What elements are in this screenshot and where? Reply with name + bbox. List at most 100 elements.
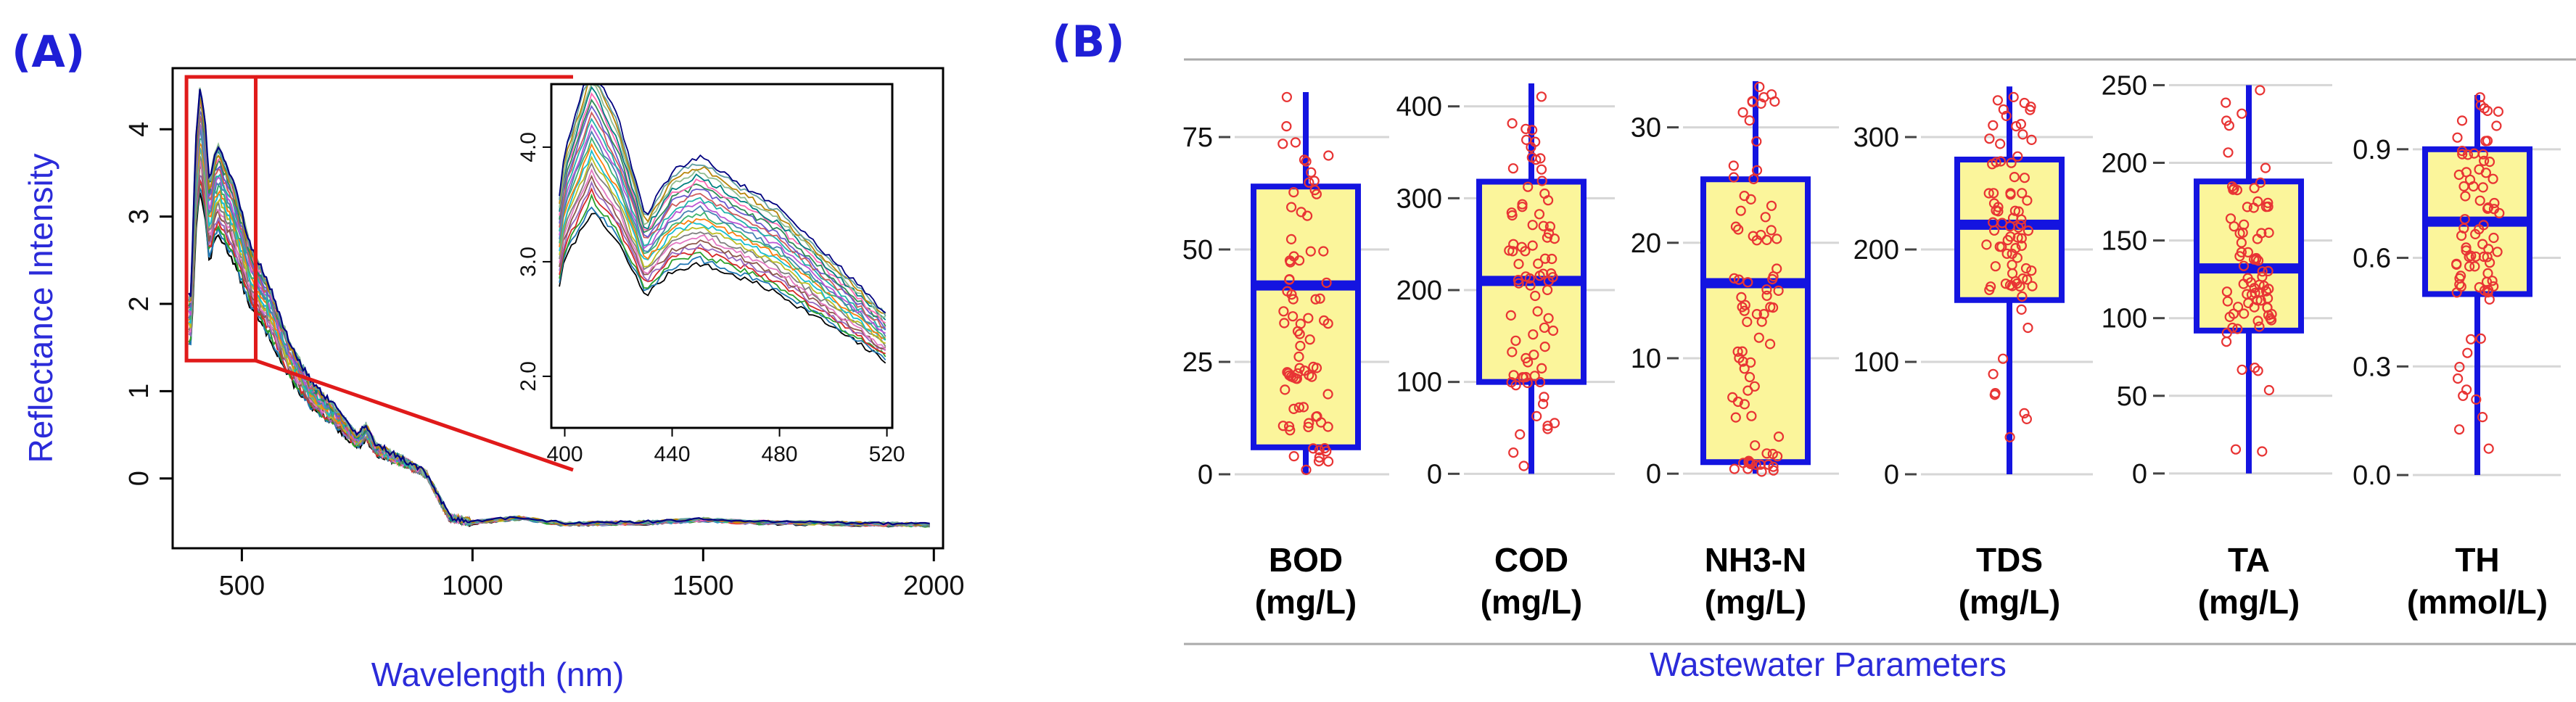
data-point xyxy=(1293,351,1304,362)
data-point xyxy=(1988,198,2000,209)
data-point xyxy=(1995,139,2006,149)
data-point xyxy=(2477,239,2488,249)
boxplot-ta: 0 50 100 150 200 250 TA (mg/L) xyxy=(2102,70,2332,621)
data-point xyxy=(1981,239,1992,250)
data-point xyxy=(1323,150,1334,161)
data-point xyxy=(2012,232,2023,243)
data-point xyxy=(2242,247,2253,257)
y-tick-label: 0.3 xyxy=(2353,352,2391,382)
data-point xyxy=(2016,240,2027,251)
y-tick-label: 1 xyxy=(124,384,155,399)
data-point xyxy=(2005,188,2016,199)
data-point xyxy=(2000,278,2011,289)
data-point xyxy=(1998,104,2009,115)
inset-spectrum-line xyxy=(559,111,886,329)
inset-spectrum-line xyxy=(559,83,886,317)
data-point xyxy=(1733,274,1745,285)
data-point xyxy=(2263,384,2274,396)
data-point xyxy=(1536,164,1547,175)
data-point xyxy=(1756,466,1767,477)
data-point xyxy=(1309,185,1320,196)
data-point xyxy=(2252,234,2263,244)
data-point xyxy=(2249,254,2260,265)
data-point xyxy=(1301,156,1312,167)
data-point xyxy=(2456,271,2466,281)
data-point xyxy=(2477,182,2488,193)
y-axis-ticks: 0 1 2 3 4 xyxy=(124,122,173,486)
data-point xyxy=(2263,197,2273,208)
data-point xyxy=(1732,346,1743,357)
data-point xyxy=(1729,273,1740,284)
data-point xyxy=(2010,243,2021,254)
data-point xyxy=(2452,132,2463,143)
data-point xyxy=(1742,316,1753,327)
data-point xyxy=(1739,191,1750,202)
y-tick-label: 200 xyxy=(2102,149,2147,179)
data-point xyxy=(2236,247,2247,257)
spectrum-line xyxy=(188,88,930,526)
y-tick-label: 0 xyxy=(1198,460,1213,490)
data-point xyxy=(2482,105,2493,116)
data-point xyxy=(2483,284,2494,295)
data-point xyxy=(1285,257,1296,268)
data-point xyxy=(1994,241,2005,252)
parameter-name-label: TDS xyxy=(1976,541,2043,579)
inset-spectrum-line xyxy=(559,117,886,331)
data-point xyxy=(2001,110,2012,121)
zoom-connector-bottom xyxy=(255,358,574,472)
inset-x-tick-label: 440 xyxy=(654,442,691,466)
data-point xyxy=(2456,115,2468,126)
data-point xyxy=(2233,302,2244,313)
data-point xyxy=(2474,282,2485,293)
data-point xyxy=(1533,258,1544,269)
data-point xyxy=(1742,277,1753,288)
data-point xyxy=(1739,363,1750,374)
data-point xyxy=(1510,335,1521,346)
data-point xyxy=(2484,294,2495,305)
inset-spectrum-line xyxy=(559,98,886,327)
panel-a-label: (A) xyxy=(12,27,85,78)
data-point xyxy=(1744,371,1756,383)
data-point xyxy=(1287,311,1299,322)
data-point xyxy=(2457,149,2468,160)
data-point xyxy=(1758,309,1769,320)
parameter-name-label: TH xyxy=(2455,541,2499,579)
data-point xyxy=(1505,310,1516,321)
data-point xyxy=(1543,195,1554,206)
data-point xyxy=(1525,280,1536,291)
inset-x-ticks: 400 440 480 520 xyxy=(546,428,905,466)
data-point xyxy=(1728,160,1739,171)
data-point xyxy=(2222,296,2233,307)
y-tick-label: 0 xyxy=(1884,460,1899,490)
data-point xyxy=(1992,95,2003,106)
data-point xyxy=(2493,106,2503,117)
data-point xyxy=(1515,429,1526,440)
data-point xyxy=(1507,118,1518,129)
plot-a-frame xyxy=(171,67,945,550)
data-point xyxy=(1288,294,1299,305)
inset-spectrum-line xyxy=(559,206,886,360)
inset-spectrum-line xyxy=(559,86,886,321)
data-point xyxy=(1728,172,1740,183)
y-tick-label: 0 xyxy=(124,471,155,486)
data-point xyxy=(1754,81,1765,92)
data-point xyxy=(1305,246,1316,257)
inset-y-tick-label: 2.0 xyxy=(517,361,540,392)
data-point xyxy=(1314,452,1325,463)
data-point xyxy=(1536,363,1547,373)
inset-spectrum-line xyxy=(559,168,886,350)
data-point xyxy=(2015,119,2026,130)
data-point xyxy=(1301,464,1312,476)
parameter-unit-label: (mg/L) xyxy=(1705,583,1807,621)
data-point xyxy=(1986,281,1996,292)
data-point xyxy=(2484,157,2495,168)
data-point xyxy=(1761,448,1772,459)
data-point xyxy=(2451,287,2462,298)
data-point xyxy=(1988,217,1999,228)
data-point xyxy=(2257,271,2268,282)
data-point xyxy=(2248,202,2259,213)
data-point xyxy=(1527,240,1538,251)
inset-spectrum-line xyxy=(559,92,886,324)
data-point xyxy=(2022,274,2033,285)
data-point xyxy=(1308,443,1319,454)
